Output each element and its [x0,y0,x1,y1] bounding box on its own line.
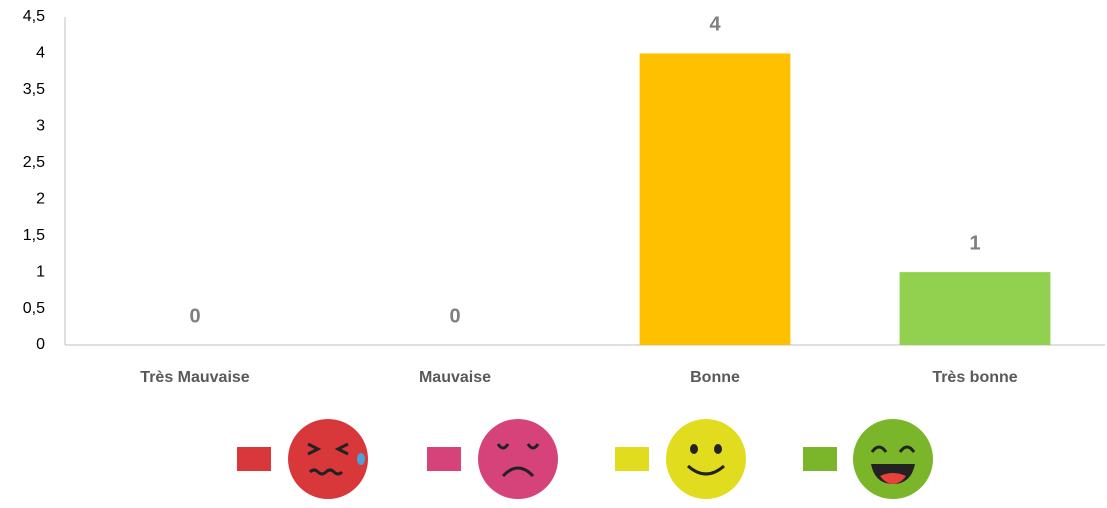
y-tick-label: 2,5 [23,154,45,171]
y-tick-label: 1 [36,263,45,280]
legend-swatch [237,447,271,471]
face-very-good [853,419,933,499]
x-tick-label: Très bonne [932,369,1017,386]
value-label: 0 [189,305,200,327]
y-tick-label: 0 [36,336,45,353]
legend-swatch [803,447,837,471]
legend-swatch [427,447,461,471]
value-label: 1 [969,232,980,254]
y-tick-label: 3,5 [23,81,45,98]
y-tick-label: 1,5 [23,227,45,244]
y-tick-label: 2 [36,190,45,207]
x-tick-label: Très Mauvaise [140,369,250,386]
y-tick-label: 4 [36,45,45,62]
y-tick-label: 3 [36,118,45,135]
x-tick-label: Bonne [690,369,740,386]
bar [899,272,1051,345]
legend-faces [288,419,933,499]
value-label: 0 [449,305,460,327]
face-bad [478,419,558,499]
x-tick-label: Mauvaise [419,369,491,386]
bar [639,53,791,345]
face-good [666,419,746,499]
y-tick-label: 0,5 [23,300,45,317]
face-very-bad [288,419,368,499]
value-label: 4 [709,14,721,36]
legend-swatch [615,447,649,471]
y-tick-label: 4,5 [23,8,45,25]
